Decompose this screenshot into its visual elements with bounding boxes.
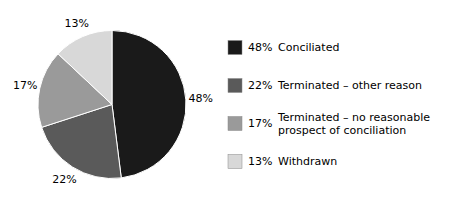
slice-labels: 48% 22% 17% 13% <box>13 17 213 186</box>
legend-label-line: prospect of conciliation <box>278 124 406 137</box>
legend-swatch <box>228 79 242 93</box>
legend-swatch <box>228 117 242 131</box>
pie: 48% 22% 17% 13% <box>13 17 213 186</box>
legend-swatch <box>228 155 242 169</box>
pie-slice <box>112 31 186 178</box>
slice-label: 22% <box>52 173 76 186</box>
slice-label: 17% <box>13 79 37 92</box>
legend-swatch <box>228 41 242 55</box>
legend-label: Terminated – no reasonableprospect of co… <box>277 111 430 137</box>
legend-entry: 17% Terminated – no reasonableprospect of… <box>228 111 430 137</box>
legend-label-line: Terminated – other reason <box>277 79 422 92</box>
legend-entry: 13% Withdrawn <box>228 155 337 169</box>
legend: 48% Conciliated 22% Terminated – other reas… <box>228 41 430 169</box>
slice-label: 13% <box>65 17 89 30</box>
legend-label: Conciliated <box>278 41 339 54</box>
legend-value: 22% <box>248 79 272 92</box>
legend-entry: 22% Terminated – other reason <box>228 79 422 93</box>
legend-value: 48% <box>248 41 272 54</box>
slice-label: 48% <box>188 92 212 105</box>
pie-slice <box>58 31 112 105</box>
legend-label-line: Withdrawn <box>278 155 337 168</box>
legend-label: Terminated – other reason <box>277 79 422 92</box>
legend-entry: 48% Conciliated <box>228 41 339 55</box>
legend-label-line: Terminated – no reasonable <box>277 111 430 124</box>
legend-value: 17% <box>248 117 272 130</box>
legend-label-line: Conciliated <box>278 41 339 54</box>
slices <box>38 31 186 179</box>
chart: 48% 22% 17% 13% 48% Conciliated 22% Terminated … <box>0 0 450 209</box>
legend-label: Withdrawn <box>278 155 337 168</box>
legend-value: 13% <box>248 155 272 168</box>
